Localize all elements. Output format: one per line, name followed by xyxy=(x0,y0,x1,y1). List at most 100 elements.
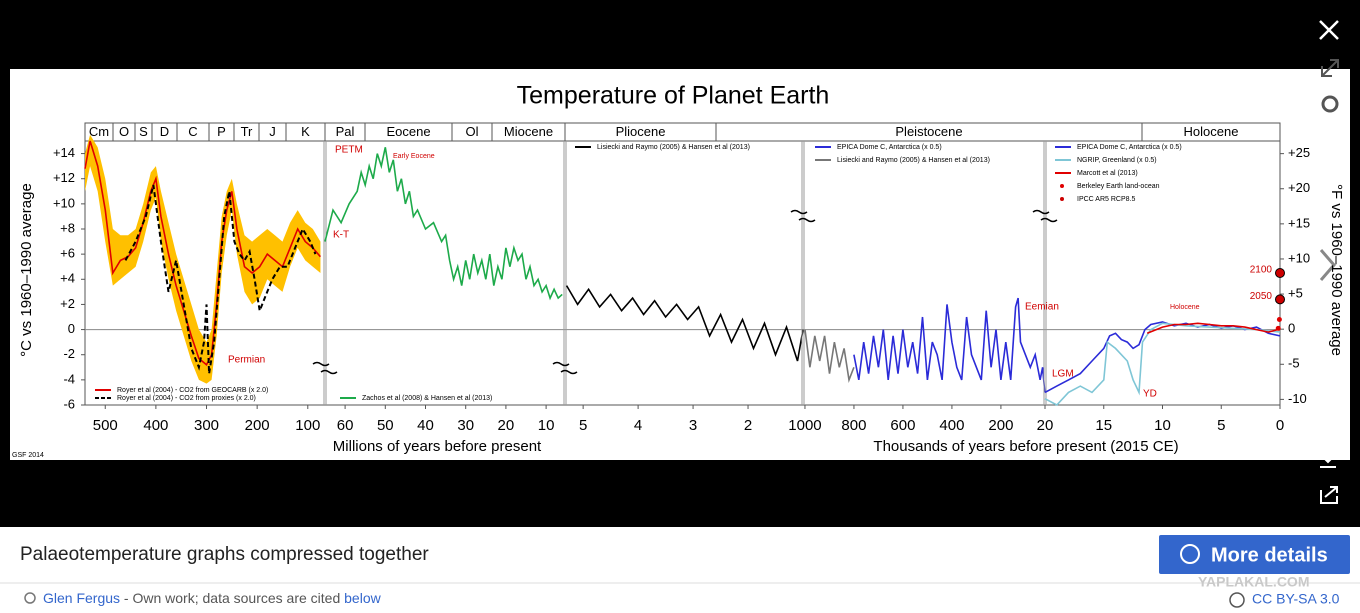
legend-swatch xyxy=(1060,184,1064,188)
legend-label: Lisiecki and Raymo (2005) & Hansen et al… xyxy=(837,157,990,164)
annotation: PETM xyxy=(335,145,363,156)
y-tick-label: -6 xyxy=(63,396,75,411)
license-link[interactable]: CC BY-SA 3.0 xyxy=(1252,591,1340,607)
y2-tick-label: +10 xyxy=(1288,250,1310,265)
x-tick-label: 10 xyxy=(1154,417,1171,434)
x-tick-label: 200 xyxy=(988,417,1013,434)
period-label: S xyxy=(139,124,148,139)
legend-swatch xyxy=(1060,197,1064,201)
period-label: Miocene xyxy=(504,124,553,139)
point-label: 2100 xyxy=(1250,265,1273,276)
y-tick-label: 0 xyxy=(68,321,75,336)
series-line xyxy=(853,297,1046,393)
y2-tick-label: +25 xyxy=(1288,145,1310,160)
x-tick-label: 200 xyxy=(245,417,270,434)
author-link[interactable]: Glen Fergus xyxy=(43,590,120,606)
y-tick-label: +12 xyxy=(53,170,75,185)
axis-break xyxy=(312,361,338,375)
download-button[interactable] xyxy=(1320,448,1336,468)
series-line xyxy=(1146,322,1278,335)
x-tick-label: 60 xyxy=(337,417,354,434)
annotation: Permian xyxy=(228,355,265,366)
below-link[interactable]: below xyxy=(344,590,381,606)
y-tick-label: +6 xyxy=(60,246,75,261)
legend-label: Marcott et al (2013) xyxy=(1077,170,1138,177)
legend-label: NGRIP, Greenland (x 0.5) xyxy=(1077,157,1157,164)
period-band xyxy=(84,122,1281,142)
y2-axis-label: °F vs 1960–1990 average xyxy=(1328,184,1345,356)
series-line xyxy=(124,184,317,374)
x-tick-label: 400 xyxy=(939,417,964,434)
details-icon xyxy=(1180,544,1200,564)
period-label: Ol xyxy=(466,124,479,139)
y2-tick-label: 0 xyxy=(1288,321,1295,336)
cc-icon xyxy=(1229,592,1245,608)
annotation: Holocene xyxy=(1170,304,1200,311)
x-tick-label: 100 xyxy=(295,417,320,434)
y-tick-label: +4 xyxy=(60,271,75,286)
period-label: D xyxy=(160,124,169,139)
legend-label: Lisiecki and Raymo (2005) & Hansen et al… xyxy=(597,144,750,151)
x-tick-label: 300 xyxy=(194,417,219,434)
y-tick-label: -2 xyxy=(63,346,75,361)
share-button[interactable] xyxy=(1320,486,1338,504)
period-label: Eocene xyxy=(386,124,430,139)
x-tick-label: 10 xyxy=(538,417,555,434)
close-button[interactable] xyxy=(1319,20,1339,40)
y-axis-label: °C vs 1960–1990 average xyxy=(18,183,35,357)
series-line xyxy=(324,147,563,301)
settings-button[interactable] xyxy=(1321,95,1339,113)
x-axis-label: Millions of years before present xyxy=(333,438,542,455)
series-line xyxy=(1044,322,1281,406)
x-axis-label: Thousands of years before present (2015 … xyxy=(873,438,1178,455)
data-point xyxy=(1275,325,1281,331)
next-button[interactable] xyxy=(1319,249,1336,281)
annotation: Early Eocene xyxy=(393,153,435,160)
x-tick-label: 15 xyxy=(1095,417,1112,434)
x-tick-label: 20 xyxy=(1037,417,1054,434)
info-panel xyxy=(0,527,1360,613)
annotation: Eemian xyxy=(1025,302,1059,313)
y2-tick-label: +20 xyxy=(1288,180,1310,195)
legend-label: Royer et al (2004) - CO2 from GEOCARB (x… xyxy=(117,387,268,394)
y2-tick-label: +5 xyxy=(1288,286,1303,301)
series-line xyxy=(84,140,322,367)
legend-label: Zachos et al (2008) & Hansen et al (2013… xyxy=(362,395,492,402)
y-tick-label: +2 xyxy=(60,296,75,311)
x-tick-label: 40 xyxy=(417,417,434,434)
data-point xyxy=(1275,268,1285,278)
legend-label: EPICA Dome C, Antarctica (x 0.5) xyxy=(837,144,942,151)
chart: Temperature of Planet Earth GSF 2014 °C … xyxy=(12,82,1345,459)
caption: Palaeotemperature graphs compressed toge… xyxy=(20,544,429,565)
x-tick-label: 5 xyxy=(579,417,587,434)
legend-label: Berkeley Earth land-ocean xyxy=(1077,183,1160,190)
y-tick-label: +8 xyxy=(60,220,75,235)
annotation: YD xyxy=(1143,389,1157,400)
credit: GSF 2014 xyxy=(12,452,44,459)
credit-text: - Own work; data sources are cited xyxy=(120,590,344,606)
data-point xyxy=(1276,317,1282,323)
annotation: LGM xyxy=(1052,369,1074,380)
period-label: C xyxy=(188,124,197,139)
series-line xyxy=(804,329,855,383)
x-tick-label: 600 xyxy=(890,417,915,434)
user-icon xyxy=(24,592,36,604)
x-tick-label: 3 xyxy=(689,417,697,434)
annotation: K-T xyxy=(333,230,349,241)
x-tick-label: 5 xyxy=(1217,417,1225,434)
period-label: Pal xyxy=(336,124,355,139)
period-label: K xyxy=(301,124,310,139)
legend-label: IPCC AR5 RCP8.5 xyxy=(1077,196,1135,203)
y-tick-label: +14 xyxy=(53,145,75,160)
more-details-button[interactable] xyxy=(1159,535,1350,574)
period-label: Cm xyxy=(89,124,109,139)
fullscreen-button[interactable] xyxy=(1321,59,1339,77)
x-tick-label: 0 xyxy=(1276,417,1284,434)
y-tick-label: +10 xyxy=(53,195,75,210)
axis-break xyxy=(1032,209,1058,223)
y-tick-label: -4 xyxy=(63,371,75,386)
axis-break xyxy=(552,361,578,375)
more-details-label[interactable]: More details xyxy=(1211,544,1328,566)
watermark: YAPLAKAL.COM xyxy=(1198,574,1310,590)
point-label: 2050 xyxy=(1250,291,1273,302)
